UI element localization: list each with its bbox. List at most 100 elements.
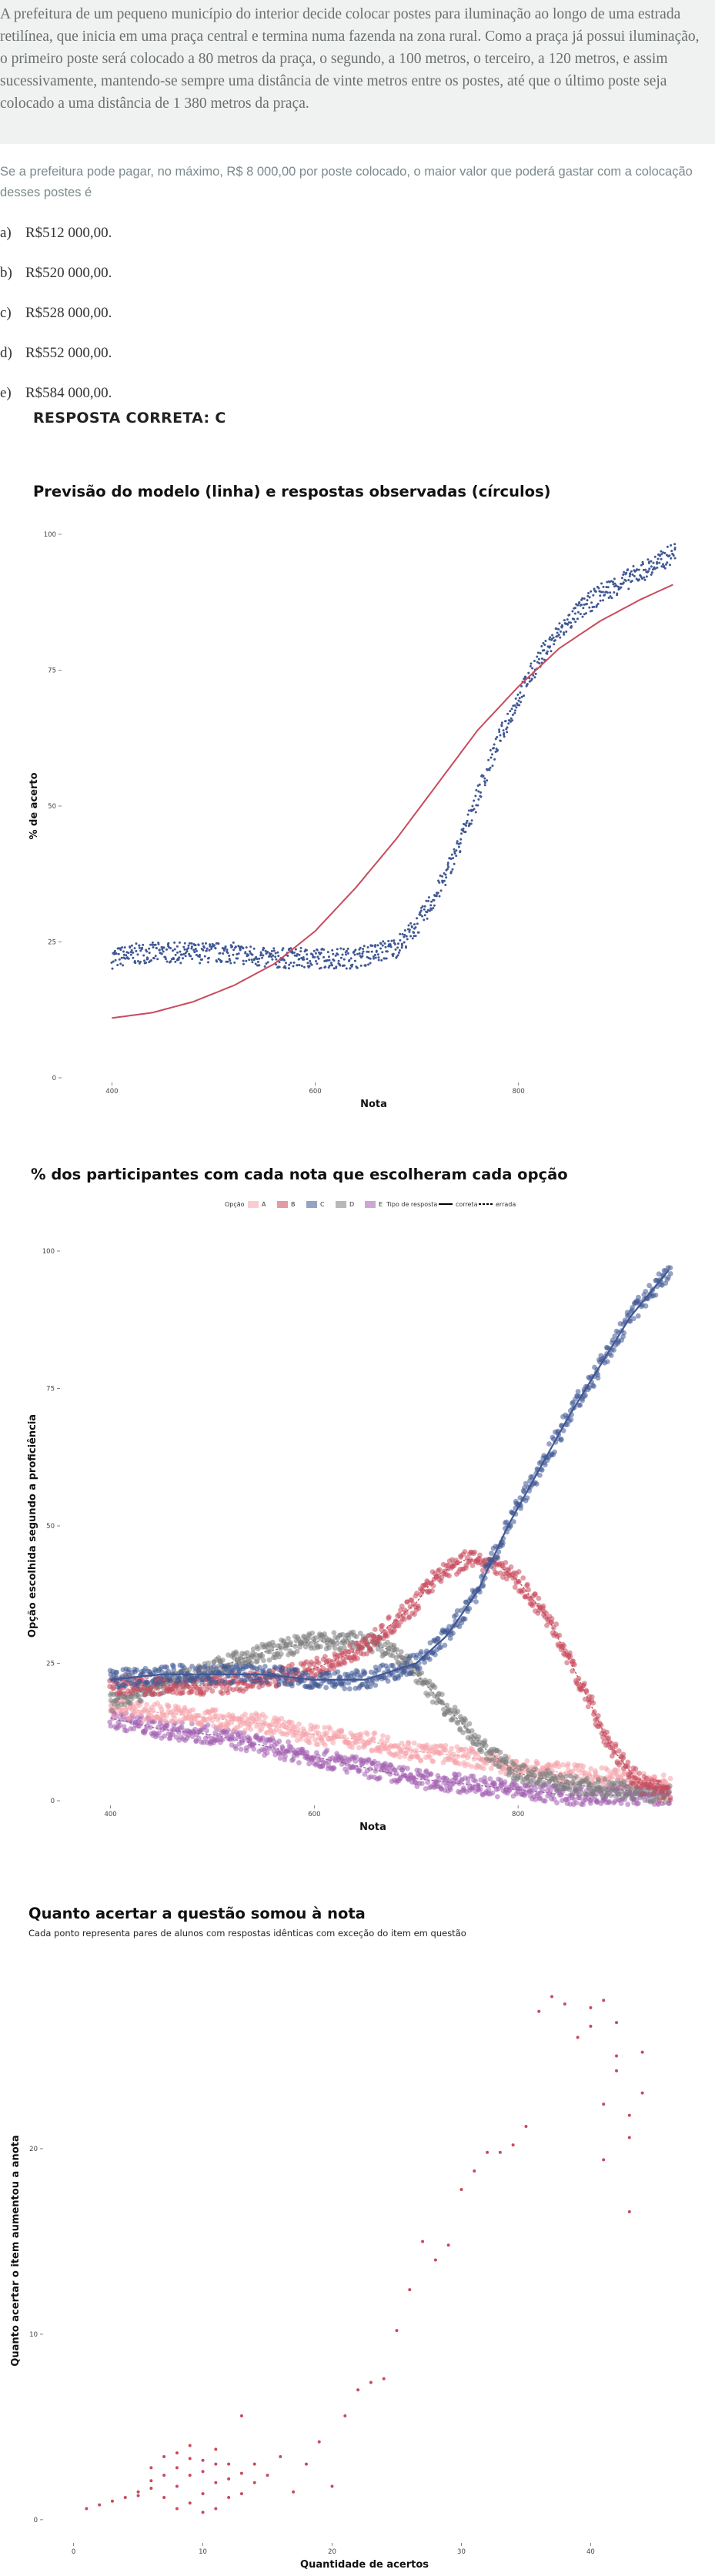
chart2-option-B-point [477, 1552, 483, 1558]
chart2-option-D-point [326, 1644, 332, 1651]
chart1-observed-point [645, 575, 648, 578]
chart1-observed-point [670, 557, 673, 560]
chart1-observed-point [122, 964, 125, 967]
chart1-observed-point [260, 952, 263, 955]
chart1-observed-point [374, 944, 377, 947]
chart2-option-B-point [342, 1660, 348, 1666]
chart2-option-D-point [491, 1756, 497, 1762]
chart3-point [511, 2143, 515, 2147]
chart2-option-D-point [353, 1634, 359, 1640]
chart1-observed-point [242, 959, 245, 962]
chart2-option-E-point [533, 1797, 539, 1802]
chart2-option-E-point [456, 1771, 462, 1778]
chart1-observed-point [262, 946, 265, 949]
chart1-observed-point [180, 953, 183, 956]
chart1-observed-point [650, 571, 653, 574]
chart2-option-A-point [463, 1746, 469, 1752]
chart1-observed-point [199, 962, 202, 965]
chart1-observed-point [162, 946, 165, 949]
chart1-observed-point [299, 946, 302, 949]
chart2-option-C-point [257, 1664, 262, 1671]
chart2-option-E-point [330, 1765, 336, 1771]
chart1-observed-point [543, 649, 546, 652]
chart2-option-C-point [489, 1551, 494, 1556]
chart1-observed-point [339, 947, 342, 950]
chart1-observed-point [602, 585, 605, 588]
chart2-option-D-point [205, 1660, 212, 1666]
chart3-point [640, 2091, 644, 2095]
chart1-observed-point [421, 905, 424, 908]
chart1-observed-point [423, 918, 426, 922]
chart1-observed-point [613, 577, 616, 580]
chart1-observed-point [169, 960, 172, 963]
chart1-observed-point [660, 550, 663, 553]
chart1-observed-point [588, 596, 591, 599]
chart2-option-D-point [573, 1790, 580, 1796]
chart1-observed-point [236, 952, 239, 955]
chart1-observed-point [270, 955, 273, 958]
chart3-point [149, 2479, 153, 2483]
chart2-option-B-point [455, 1560, 461, 1566]
chart1-observed-point [258, 957, 261, 960]
chart2-option-E-point [547, 1788, 553, 1794]
chart2-option-C-point [604, 1359, 610, 1365]
chart1-observed-point [438, 881, 441, 884]
chart2-option-E-point [306, 1761, 312, 1767]
chart2-option-A-point [222, 1714, 228, 1720]
chart3-point [162, 2474, 166, 2477]
chart2-option-B-point [625, 1759, 631, 1765]
chart2-option-D-point [339, 1631, 346, 1638]
chart2-option-C-point [608, 1353, 614, 1358]
chart2-option-D-point [346, 1635, 352, 1641]
chart1-observed-point [573, 612, 576, 615]
chart1-observed-point [179, 950, 182, 953]
chart1-observed-point [586, 594, 590, 597]
chart2-option-E-point [412, 1779, 418, 1785]
chart2-option-B-point [633, 1784, 640, 1789]
chart2-option-C-point [432, 1651, 438, 1658]
chart1-observed-point [182, 945, 185, 948]
chart1-observed-point [563, 619, 566, 622]
chart2-option-C-point [200, 1677, 206, 1683]
chart1-observed-point [606, 591, 609, 594]
chart2-option-C-point [658, 1282, 664, 1288]
chart3-point [201, 2470, 205, 2474]
chart1-observed-point [207, 961, 210, 964]
chart2-option-B-point [655, 1779, 661, 1785]
chart1-observed-point [298, 964, 301, 967]
chart1-observed-point [256, 960, 259, 963]
chart2-option-D-point [261, 1658, 266, 1664]
chart1-observed-point [481, 775, 484, 778]
chart1-observed-point [337, 959, 340, 962]
chart1-observed-point [150, 959, 153, 962]
chart1-observed-point [376, 953, 379, 956]
chart2-option-A-point [553, 1760, 560, 1766]
chart3-point [175, 2451, 179, 2455]
chart1-observed-point [400, 942, 403, 945]
chart2-option-C-line [110, 1269, 670, 1681]
chart2-option-D-point [450, 1715, 456, 1721]
chart1-observed-point [345, 967, 348, 970]
chart2-legend-swatch [336, 1201, 346, 1208]
chart2-option-B-point [349, 1648, 355, 1653]
chart3-x-tick-label: 20 [328, 2548, 336, 2556]
chart1-observed-point [429, 904, 433, 907]
chart1-observed-point [300, 956, 303, 959]
chart1-observed-point [316, 948, 319, 952]
chart1-observed-point [266, 961, 269, 964]
chart1-observed-point [341, 953, 344, 956]
chart2-option-C-point [205, 1665, 211, 1671]
chart2-option-B-point [531, 1600, 536, 1606]
chart2-option-A-point [144, 1701, 149, 1708]
chart2-option-A-point [535, 1761, 541, 1767]
chart2-option-E-point [400, 1765, 406, 1771]
chart1-observed-point [585, 602, 588, 605]
chart1-observed-point [271, 958, 274, 961]
chart2-option-C-point [466, 1605, 473, 1611]
chart1-observed-point [252, 947, 256, 950]
chart2-option-E-point [233, 1745, 239, 1751]
chart1-observed-point [510, 717, 513, 720]
chart3-point [627, 2210, 631, 2213]
chart1-observed-point [306, 962, 309, 965]
chart2-option-A-point [605, 1767, 610, 1773]
